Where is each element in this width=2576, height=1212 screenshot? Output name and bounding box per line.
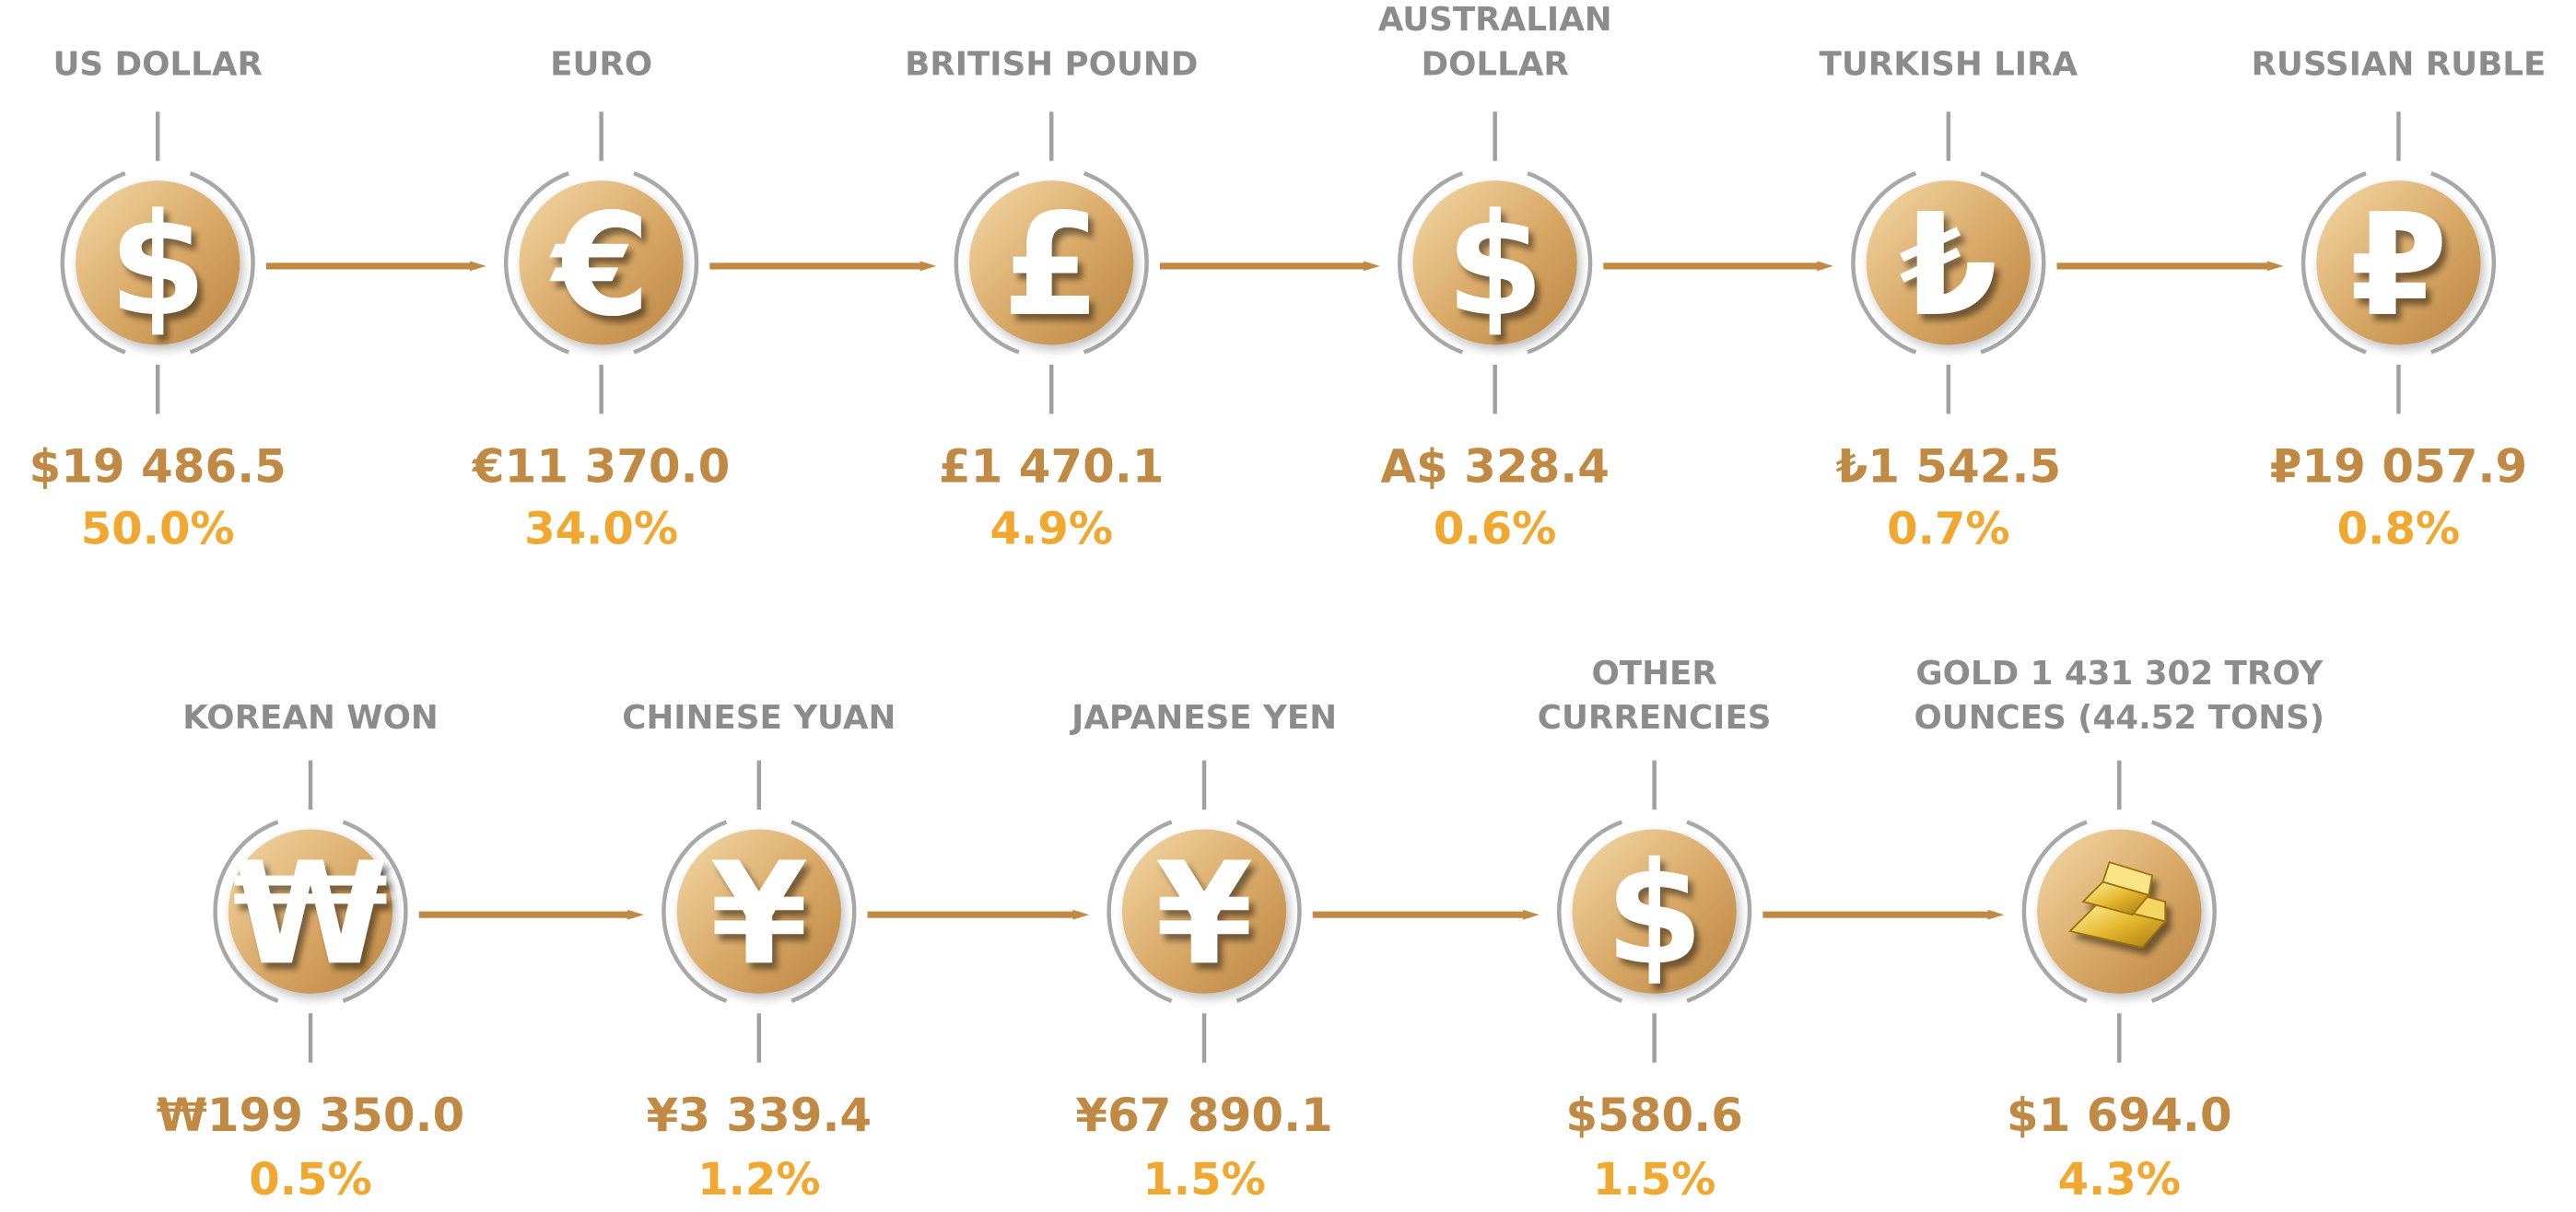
currency-label: BRITISH POUND	[905, 45, 1198, 83]
amount: A$ 328.4	[1380, 439, 1610, 493]
currency-label: TURKISH LIRA	[1820, 45, 2078, 83]
percent: 1.5%	[1142, 1154, 1265, 1206]
currency-item: CHINESE YUAN ¥ ¥3 339.4 1.2%	[622, 699, 1089, 1206]
connector-head	[1364, 262, 1380, 272]
currency-item: BRITISH POUND £ £1 470.1 4.9%	[905, 45, 1380, 554]
amount: ₺1 542.5	[1835, 439, 2061, 493]
currency-label: CHINESE YUAN	[622, 699, 896, 737]
currency-item: AUSTRALIAN DOLLAR $ A$ 328.4 0.6%	[1378, 1, 1833, 555]
currency-symbol: ¥	[1155, 833, 1254, 996]
currency-symbol: ₽	[2349, 184, 2448, 348]
percent: 4.3%	[2058, 1154, 2181, 1206]
currency-label: RUSSIAN RUBLE	[2251, 45, 2546, 83]
currency-symbol: ₩	[232, 833, 388, 996]
percent: 50.0%	[81, 504, 235, 555]
currency-label: DOLLAR	[1421, 45, 1568, 83]
connector-head	[1072, 910, 1089, 920]
currency-item: GOLD 1 431 302 TROY OUNCES (44.52 TONS) $1…	[1914, 655, 2324, 1206]
connector-head	[2267, 262, 2284, 272]
percent: 0.5%	[249, 1154, 371, 1206]
currency-label: KOREAN WON	[182, 699, 438, 737]
infographic: US DOLLAR $ $19 486.5 50.0% EURO € €11 370.0 34…	[0, 0, 2576, 1212]
currency-label: JAPANESE YEN	[1070, 699, 1337, 737]
amount: ¥67 890.1	[1075, 1089, 1332, 1142]
connector-head	[470, 262, 486, 272]
currency-item: EURO € €11 370.0 34.0%	[472, 45, 936, 554]
currency-label: GOLD 1 431 302 TROY	[1915, 655, 2324, 693]
currency-symbol: €	[549, 184, 650, 348]
connector-head	[1988, 910, 2005, 920]
currency-item: KOREAN WON ₩ ₩199 350.0 0.5%	[157, 699, 644, 1206]
connector-head	[920, 262, 937, 272]
percent: 1.2%	[697, 1154, 820, 1206]
currency-symbol: ¥	[709, 833, 808, 996]
currency-label: CURRENCIES	[1538, 699, 1772, 737]
currency-item: JAPANESE YEN ¥ ¥67 890.1 1.5%	[1070, 699, 1540, 1206]
currency-label: AUSTRALIAN	[1378, 1, 1612, 39]
percent: 1.5%	[1593, 1154, 1715, 1206]
currency-symbol: $	[109, 184, 207, 348]
currency-item: US DOLLAR $ $19 486.5 50.0%	[29, 45, 486, 554]
amount: €11 370.0	[472, 439, 730, 493]
amount: ¥3 339.4	[646, 1089, 872, 1142]
percent: 34.0%	[524, 504, 678, 555]
currency-item: RUSSIAN RUBLE ₽ ₽19 057.9 0.8%	[2251, 45, 2546, 554]
percent: 0.7%	[1887, 504, 2009, 555]
connector-head	[627, 910, 644, 920]
amount: $580.6	[1565, 1089, 1743, 1142]
amount: £1 470.1	[939, 439, 1165, 493]
currency-item: TURKISH LIRA ₺ ₺1 542.5 0.7%	[1820, 45, 2284, 554]
currency-item: OTHER CURRENCIES $ $580.6 1.5%	[1538, 655, 2005, 1206]
percent: 0.8%	[2337, 504, 2460, 555]
percent: 4.9%	[989, 504, 1112, 555]
connector-head	[1523, 910, 1540, 920]
amount: $1 694.0	[2007, 1089, 2232, 1142]
amount: $19 486.5	[29, 439, 286, 493]
amount: ₽19 057.9	[2270, 439, 2527, 493]
currency-label: EURO	[550, 45, 652, 83]
amount: ₩199 350.0	[157, 1089, 464, 1142]
currency-symbol: £	[1002, 184, 1101, 348]
currency-label: US DOLLAR	[53, 45, 262, 83]
connector-head	[1817, 262, 1833, 272]
currency-symbol: ₺	[1899, 184, 1997, 348]
currency-label: OUNCES (44.52 TONS)	[1914, 699, 2324, 737]
percent: 0.6%	[1434, 504, 1556, 555]
currency-symbol: $	[1446, 184, 1544, 348]
currency-label: OTHER	[1591, 655, 1716, 693]
currency-symbol: $	[1605, 833, 1704, 996]
